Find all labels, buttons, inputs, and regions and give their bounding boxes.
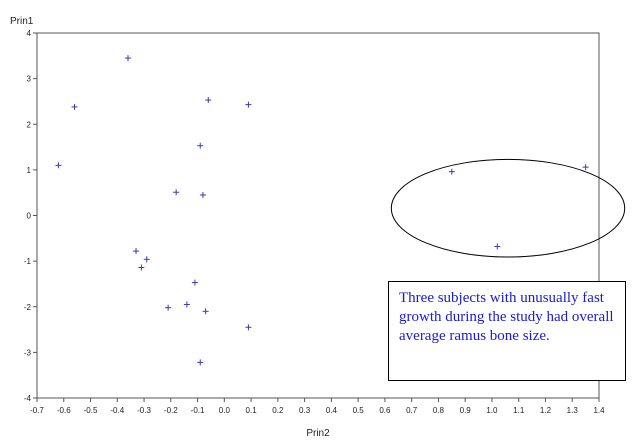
x-axis: -0.7 -0.6 -0.5 -0.4 -0.3 -0.2 -0.1 0.0 0.1 0.2 0.3… [30,398,605,415]
x-tick-label: 1.0 [486,406,498,415]
data-point [165,304,172,311]
x-tick-label: 0.5 [353,406,365,415]
x-tick-label: 0.7 [406,406,418,415]
data-point [197,142,204,149]
x-tick-label: 0.1 [246,406,258,415]
y-tick-label: -2 [24,303,32,312]
data-point [205,97,212,104]
x-tick-label: 1.1 [513,406,525,415]
x-tick-label: -0.4 [110,406,124,415]
x-tick-label: 0.6 [379,406,391,415]
data-point [202,308,209,315]
y-tick-label: -1 [24,257,32,266]
x-tick-label: 1.2 [540,406,552,415]
x-tick-label: 0.2 [272,406,284,415]
y-tick-label: 2 [27,120,32,129]
data-point [71,103,78,110]
x-tick-label: 0.4 [326,406,338,415]
data-point [55,162,62,169]
y-tick-label: -4 [24,394,32,403]
data-points [55,55,589,366]
data-point [124,55,131,62]
annotation-box: Three subjects with unusually fast growt… [388,281,626,381]
x-tick-label: 0.9 [460,406,472,415]
data-point [582,164,589,171]
data-point [245,101,252,108]
data-point [138,264,145,271]
y-tick-label: 1 [27,166,32,175]
data-point [199,191,206,198]
y-tick-label: -3 [24,348,32,357]
x-tick-label: 1.4 [593,406,605,415]
highlight-ellipse [390,158,626,258]
y-tick-label: 4 [27,29,32,38]
x-tick-label: 1.3 [567,406,579,415]
x-tick-label: -0.2 [164,406,178,415]
y-axis: 4 3 2 1 0 -1 -2 -3 -4 [24,29,37,403]
data-point [183,301,190,308]
x-tick-label: 0.3 [299,406,311,415]
data-point [133,248,140,255]
y-tick-label: 3 [27,75,32,84]
data-point [448,168,455,175]
data-point [494,243,501,250]
y-axis-title: Prin1 [10,16,34,27]
x-tick-label: -0.3 [137,406,151,415]
y-tick-label: 0 [27,212,32,221]
data-point [197,359,204,366]
data-point [245,324,252,331]
x-tick-label: -0.6 [57,406,71,415]
x-tick-label: -0.7 [30,406,44,415]
x-tick-label: 0.0 [219,406,231,415]
x-tick-label: -0.5 [84,406,98,415]
x-tick-label: -0.1 [191,406,205,415]
x-tick-label: 0.8 [433,406,445,415]
data-point [191,279,198,286]
annotation-text: Three subjects with unusually fast growt… [399,290,614,344]
x-axis-title: Prin2 [306,428,330,439]
data-point [173,189,180,196]
data-point [143,256,150,263]
